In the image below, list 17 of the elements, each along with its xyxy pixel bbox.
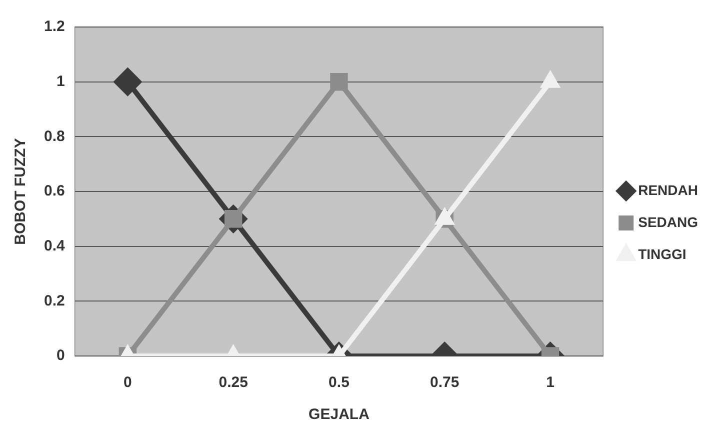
y-tick-label: 1.2 bbox=[44, 18, 65, 36]
legend-label: TINGGI bbox=[638, 246, 686, 262]
y-axis-title: BOBOT FUZZY bbox=[12, 138, 30, 245]
x-tick-label: 0 bbox=[124, 374, 132, 392]
y-tick-label: 0 bbox=[56, 347, 65, 364]
legend-label: SEDANG bbox=[638, 214, 698, 230]
x-tick-label: 0.5 bbox=[328, 374, 350, 392]
y-tick-label: 0.8 bbox=[44, 128, 65, 145]
y-tick-label: 0.4 bbox=[44, 237, 66, 254]
y-tick-label: 0.6 bbox=[44, 182, 65, 200]
x-tick-label: 1 bbox=[546, 374, 554, 392]
x-tick-label: 0.25 bbox=[218, 374, 248, 392]
y-tick-label: 0.2 bbox=[44, 292, 65, 310]
y-tick-label: 1 bbox=[56, 72, 65, 90]
legend-label: RENDAH bbox=[638, 182, 698, 198]
x-tick-label: 0.75 bbox=[430, 374, 460, 392]
x-axis-title: GEJALA bbox=[308, 406, 370, 424]
